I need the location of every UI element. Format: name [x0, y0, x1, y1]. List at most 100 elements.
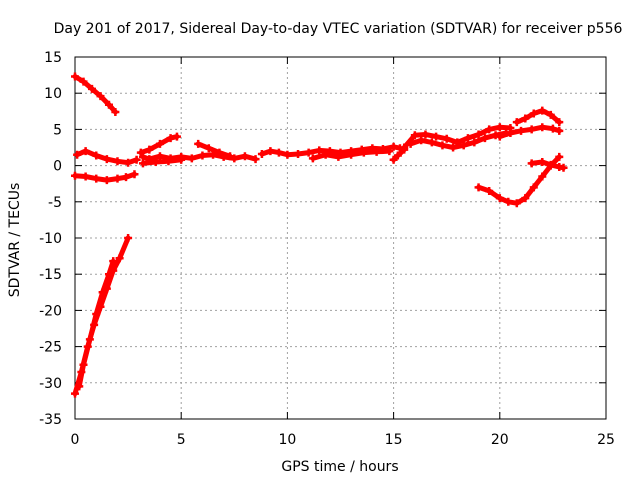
data-point [559, 163, 568, 172]
data-point [294, 150, 303, 159]
data-point [226, 152, 235, 161]
data-point [527, 125, 536, 134]
x-tick-label: 25 [597, 432, 615, 448]
data-point [393, 151, 402, 160]
x-tick-label: 5 [177, 432, 186, 448]
data-point [504, 197, 513, 206]
data-point [251, 155, 260, 164]
data-point [124, 158, 133, 167]
data-point [87, 84, 96, 93]
y-tick-label: -20 [39, 303, 62, 319]
y-tick-label: -25 [39, 340, 62, 356]
data-point [109, 257, 118, 266]
data-point [308, 154, 317, 163]
data-point [187, 154, 196, 163]
data-point [495, 123, 504, 132]
chart-title: Day 201 of 2017, Sidereal Day-to-day VTE… [54, 21, 623, 37]
data-point [104, 100, 113, 109]
data-point [359, 148, 368, 157]
data-point [81, 147, 90, 156]
data-point [417, 136, 426, 145]
data-point [548, 124, 557, 133]
y-tick-label: -5 [48, 195, 62, 211]
data-point [113, 157, 122, 166]
data-point [151, 157, 160, 166]
data-point [442, 134, 451, 143]
data-point [334, 152, 343, 161]
data-point [529, 183, 538, 192]
data-point [274, 148, 283, 157]
data-point [347, 150, 356, 159]
data-point [485, 186, 494, 195]
x-tick-label: 10 [278, 432, 296, 448]
data-point [215, 148, 224, 157]
data-point [92, 151, 101, 160]
data-point [529, 109, 538, 118]
data-point [449, 143, 458, 152]
y-tick-label: -15 [39, 267, 62, 283]
data-point [71, 72, 79, 81]
data-point [230, 154, 239, 163]
data-point [266, 147, 275, 156]
data-point [102, 176, 111, 185]
series-trace [514, 108, 562, 125]
data-point [555, 118, 564, 127]
data-point [538, 106, 547, 115]
data-point [527, 159, 536, 168]
data-point [198, 151, 207, 160]
y-axis-label: SDTVAR / TECUs [7, 183, 23, 298]
y-tick-label: -10 [39, 231, 62, 247]
data-point [459, 141, 468, 150]
data-point [121, 173, 130, 182]
data-point [130, 170, 139, 179]
data-point [406, 139, 415, 148]
data-point [410, 131, 419, 140]
data-point [555, 126, 564, 135]
data-point [389, 155, 398, 164]
data-point [538, 123, 547, 132]
x-tick-label: 15 [385, 432, 403, 448]
data-point [81, 172, 90, 181]
series-trace [476, 154, 562, 206]
data-point [104, 270, 113, 279]
grid [75, 57, 606, 419]
data-point [145, 145, 154, 154]
y-tick-label: 5 [53, 122, 62, 138]
data-point [495, 194, 504, 203]
data-point [71, 389, 79, 398]
data-point [79, 77, 88, 86]
data-point [555, 152, 564, 161]
data-point [495, 132, 504, 141]
data-point [96, 92, 105, 101]
data-point [427, 138, 436, 147]
data-point [204, 144, 213, 153]
data-point [102, 155, 111, 164]
data-point [521, 194, 530, 203]
data-point [463, 134, 472, 143]
data-point [75, 382, 84, 391]
data-point [474, 183, 483, 192]
x-tick-labels: 0 5 10 15 20 25 [71, 432, 615, 448]
data-point [389, 142, 398, 151]
data-point [136, 148, 145, 157]
data-point [432, 132, 441, 141]
data-point [73, 150, 82, 159]
data-point [85, 335, 94, 344]
data-point [521, 114, 530, 123]
data-point [470, 138, 479, 147]
data-point [480, 134, 489, 143]
data-point [512, 118, 521, 127]
data-point [485, 125, 494, 134]
data-point [421, 130, 430, 139]
data-point [155, 152, 164, 161]
data-point [506, 129, 515, 138]
data-point [164, 157, 173, 166]
ticks [74, 56, 607, 420]
data-point [71, 171, 79, 180]
y-tick-label: -30 [39, 376, 62, 392]
data-point [111, 108, 120, 117]
y-tick-label: 15 [44, 50, 62, 66]
data-point [438, 141, 447, 150]
data-point [138, 159, 147, 168]
series-trace [140, 157, 184, 166]
